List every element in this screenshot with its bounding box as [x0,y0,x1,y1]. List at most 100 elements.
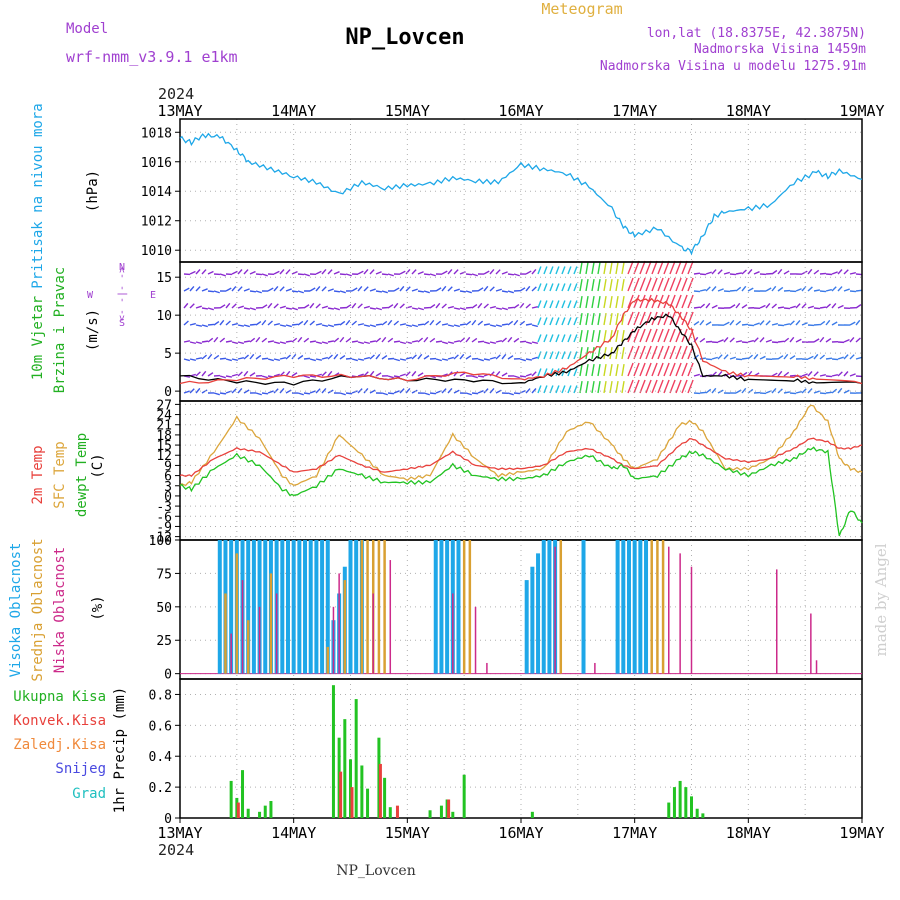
wind-arrow [447,324,455,328]
wind-arrow [411,389,418,394]
wind-arrow [357,285,363,292]
wind-arrow [285,288,292,292]
y-tick-label: 75 [156,567,172,582]
wind-arrow [831,388,838,394]
wind-arrow [609,313,613,326]
wind-arrow [831,321,838,326]
wind-arrow [369,288,376,292]
high-cloud-bar [621,540,626,674]
wind-arrow [267,320,273,326]
wind-arrow [819,373,827,377]
wind-arrow [231,285,237,292]
wind-arrow [483,358,491,361]
wind-arrow [183,287,190,292]
y-tick-label: 9 [164,459,172,474]
mid-cloud-bar [360,540,364,674]
wind-arrow [567,317,572,326]
y-tick-label: 3 [164,480,172,495]
wind-arrow [537,317,542,326]
wind-arrow [597,279,601,292]
conv-precip-bar [395,805,399,818]
total-precip-bar [690,796,693,818]
wind-arrow [513,375,520,379]
model-name: wrf-nmm_v3.9.1 e1km [66,48,238,66]
wind-arrow [195,371,201,377]
wind-arrow [675,311,682,326]
low-cloud-bar [332,606,335,674]
y-tick-label: 50 [156,601,172,616]
high-cloud-bar [536,553,541,674]
wind-arrow [243,269,249,275]
wind-arrow [555,283,560,292]
wind-arrow [375,337,382,343]
wind-arrow [207,290,215,293]
station-title: NP_Lovcen [345,25,464,50]
wind-arrow [579,296,583,309]
wind-arrow [405,356,412,360]
wind-arrow [351,358,358,362]
wind-arrow [309,390,316,394]
wind-arrow [651,362,658,377]
wind-arrow [291,323,299,326]
wind-arrow [447,388,453,394]
low-cloud-bar [389,560,392,674]
wind-arrow [237,286,243,292]
wind-arrow [453,340,461,343]
wind-arrow [537,334,542,343]
wind-arrow [471,303,478,309]
wind-arrow [225,375,233,378]
wind-arrow [249,307,256,311]
wind-arrow [417,372,424,377]
wind-arrow [699,289,707,292]
conv-precip-bar [378,763,382,818]
wind-arrow [501,323,509,326]
compass-east: E [150,290,156,301]
wind-arrow [183,358,190,362]
wind-arrow [291,270,298,275]
wind-arrow [219,337,226,343]
wind-arrow [573,368,578,377]
wind-arrow [753,271,760,275]
wind-arrow [327,288,334,292]
wind-arrow [525,388,531,394]
wind-arrow [633,345,640,360]
wind-arrow [843,288,850,292]
wind-arrow [423,392,430,396]
wind-arrow [369,307,377,310]
wind-arrow [591,279,595,292]
wind-arrow [363,341,371,345]
wind-arrow [237,357,245,360]
wind-arrow [855,289,863,292]
wind-arrow [555,317,560,326]
wind-arrow [681,345,688,360]
wind-arrow [243,340,251,343]
total-precip-bar [366,788,370,818]
wind-arrow [579,262,583,275]
wind-arrow [681,362,688,377]
wind-arrow [651,311,658,326]
wind-arrow [669,277,676,292]
wind-arrow [363,356,370,360]
wind-arrow [351,340,359,343]
wind-arrow [573,385,578,394]
wind-arrow [273,285,279,292]
total-precip-bar [360,765,364,818]
wind-arrow [657,379,664,394]
wind-unit: (m/s) [85,309,101,351]
wind-arrow [789,355,796,360]
wind-arrow [639,311,646,326]
wind-arrow [453,307,461,310]
wind-arrow [807,355,814,360]
wind-arrow [513,337,520,343]
wind-arrow [819,336,825,343]
wind-arrow [273,341,280,345]
wind-arrow [225,302,231,309]
wind-arrow [561,266,566,275]
wind-arrow [705,271,712,275]
wind-arrow [327,269,333,275]
wind-arrow [591,262,595,275]
wind-arrow [297,392,304,396]
wind-arrow [279,324,287,327]
wind-arrow [381,290,388,294]
model-label: Model [66,21,108,37]
